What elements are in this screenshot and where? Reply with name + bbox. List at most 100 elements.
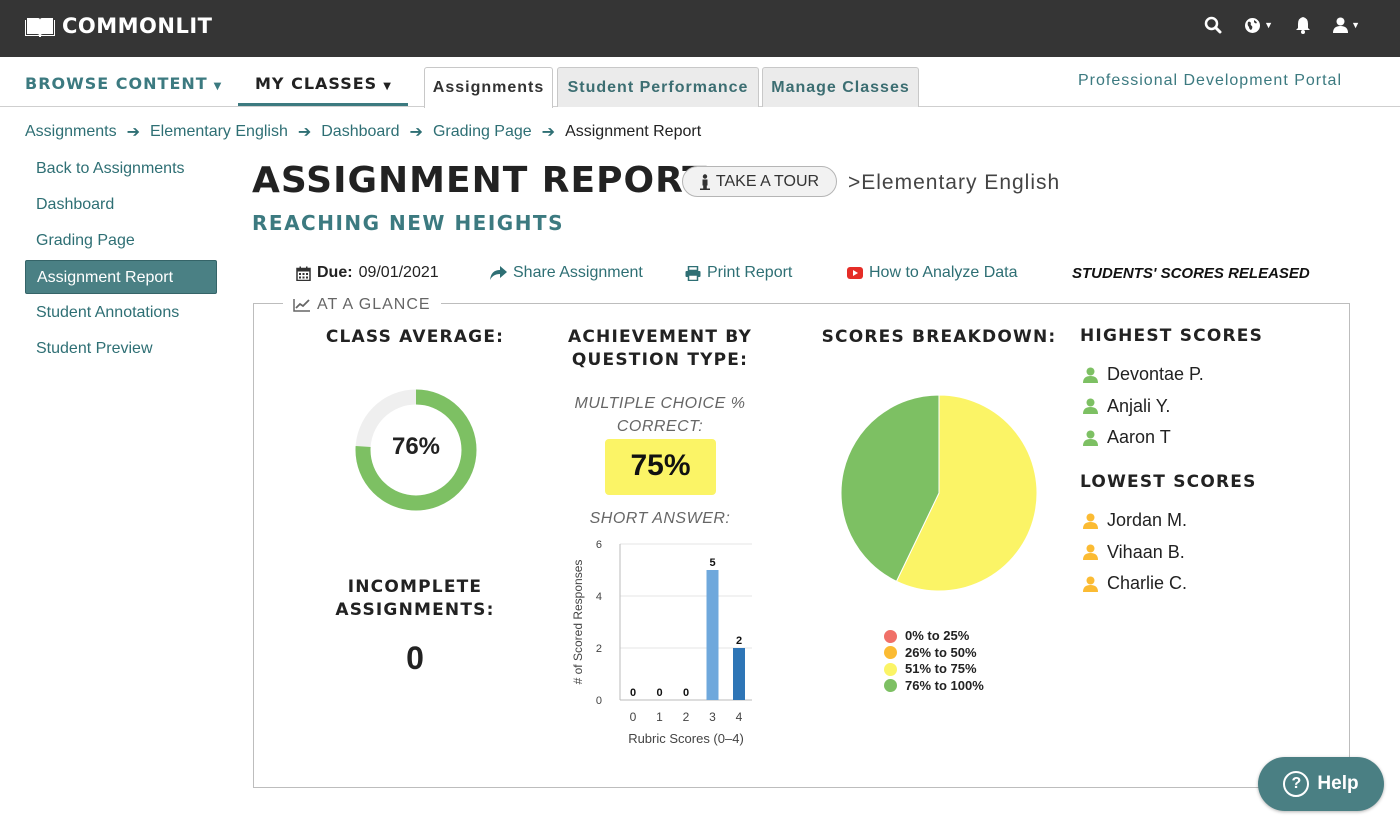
class-name: >Elementary English (848, 171, 1061, 194)
print-report-label: Print Report (707, 264, 793, 281)
legend-label: 0% to 25% (905, 628, 970, 643)
arrow-right-icon: ➔ (126, 124, 140, 141)
sidebar-item-assignment-report[interactable]: Assignment Report (25, 260, 217, 294)
sidebar-item-grading-page[interactable]: Grading Page (36, 232, 135, 249)
arrow-right-icon: ➔ (541, 124, 556, 141)
my-classes-menu[interactable]: MY CLASSES ▼ (238, 57, 408, 106)
question-icon: ? (1283, 771, 1310, 797)
data-label: 2 (736, 635, 742, 647)
highest-scores-list: Devontae P. Anjali Y. Aaron T (1083, 359, 1204, 454)
language-menu-button[interactable]: ▼ (1244, 17, 1273, 34)
sidebar-item-student-annotations[interactable]: Student Annotations (36, 304, 180, 321)
student-name[interactable]: Jordan M. (1107, 510, 1188, 531)
short-answer-bar-chart: 0 2 4 6 0 0 0 1 0 2 5 3 2 4 Rubric Scores (0–4) # of Sc… (571, 539, 752, 746)
legend-entry: 51% to 75% (884, 661, 984, 678)
list-item: Jordan M. (1083, 505, 1187, 537)
chevron-down-icon: ▼ (1264, 20, 1274, 30)
legend-label: 26% to 50% (905, 644, 977, 660)
class-average-donut (355, 389, 477, 511)
achievement-title-line-2: QUESTION TYPE: (571, 350, 749, 370)
y-tick-label: 6 (596, 539, 602, 551)
data-label: 5 (709, 557, 715, 569)
data-label: 0 (630, 687, 636, 699)
student-name[interactable]: Charlie C. (1107, 573, 1188, 594)
book-icon (25, 18, 55, 37)
pie-slice (840, 394, 940, 582)
scores-breakdown-title: SCORES BREAKDOWN: (821, 327, 1057, 347)
achievement-title: ACHIEVEMENT BY QUESTION TYPE: (548, 326, 772, 372)
y-tick-label: 2 (596, 643, 602, 655)
at-a-glance-legend: AT A GLANCE (283, 296, 441, 314)
assignment-title: REACHING NEW HEIGHTS (252, 211, 564, 235)
chevron-down-icon: ▼ (213, 81, 223, 92)
calendar-icon (296, 266, 311, 281)
legend-swatch (884, 629, 897, 643)
tab-assignments[interactable]: Assignments (424, 67, 553, 108)
arrow-right-icon: ➔ (297, 124, 312, 141)
person-icon (699, 173, 710, 190)
x-tick-label: 4 (736, 710, 743, 724)
share-icon (490, 266, 507, 280)
at-a-glance-label: AT A GLANCE (317, 296, 431, 313)
my-classes-label: MY CLASSES (255, 74, 378, 93)
x-tick-label: 2 (683, 710, 690, 724)
sidebar-item-student-preview[interactable]: Student Preview (36, 340, 153, 357)
breadcrumb-class[interactable]: Elementary English (150, 123, 288, 140)
student-name[interactable]: Devontae P. (1107, 364, 1204, 385)
tab-manage-classes[interactable]: Manage Classes (762, 67, 919, 107)
breadcrumb-dashboard[interactable]: Dashboard (321, 123, 400, 140)
user-icon (1083, 430, 1098, 446)
student-name[interactable]: Vihaan B. (1107, 541, 1185, 562)
bar (706, 570, 719, 700)
highest-scores-title: HIGHEST SCORES (1080, 326, 1264, 346)
breadcrumb-assignments[interactable]: Assignments (25, 123, 117, 140)
incomplete-assignments-title: INCOMPLETE ASSIGNMENTS: (305, 576, 525, 622)
globe-icon (1245, 17, 1261, 33)
print-report-link[interactable]: Print Report (685, 264, 792, 282)
y-tick-label: 4 (596, 591, 602, 603)
chevron-down-icon: ▼ (383, 81, 392, 92)
incomplete-assignments-value: 0 (406, 640, 424, 676)
multiple-choice-label: MULTIPLE CHOICE % CORRECT: (565, 392, 755, 438)
search-icon[interactable] (1204, 16, 1222, 34)
list-item: Charlie C. (1083, 568, 1187, 600)
top-bar: COMMONLIT ▼ ▼ (0, 0, 1400, 57)
help-button[interactable]: ? Help (1258, 757, 1384, 811)
user-icon (1083, 513, 1098, 529)
breadcrumb-grading-page[interactable]: Grading Page (432, 123, 532, 140)
legend-entry: 76% to 100% (884, 678, 984, 695)
data-label: 0 (656, 687, 662, 699)
achievement-title-line-1: ACHIEVEMENT BY (568, 327, 752, 347)
share-assignment-link[interactable]: Share Assignment (490, 264, 643, 282)
due-date-value: 09/01/2021 (358, 264, 439, 281)
student-name[interactable]: Anjali Y. (1107, 395, 1171, 416)
tab-student-performance[interactable]: Student Performance (557, 67, 759, 107)
user-menu-button[interactable]: ▼ (1333, 17, 1360, 33)
user-icon (1083, 398, 1098, 415)
browse-content-menu[interactable]: BROWSE CONTENT ▼ (25, 74, 222, 93)
bell-icon[interactable] (1295, 16, 1311, 34)
lowest-scores-title: LOWEST SCORES (1080, 472, 1257, 492)
list-item: Vihaan B. (1083, 537, 1187, 569)
sidebar-item-dashboard[interactable]: Dashboard (36, 196, 115, 213)
sidebar-item-back-to-assignments[interactable]: Back to Assignments (36, 160, 185, 177)
pie-legend: 0% to 25% 26% to 50% 51% to 75% 76% to 100% (884, 628, 984, 694)
legend-entry: 0% to 25% (884, 628, 984, 645)
help-label: Help (1317, 773, 1359, 794)
take-a-tour-button[interactable]: TAKE A TOUR (682, 166, 837, 197)
bar (733, 648, 745, 700)
student-name[interactable]: Aaron T (1107, 427, 1171, 448)
list-item: Anjali Y. (1083, 391, 1204, 423)
breadcrumb: Assignments ➔ Elementary English ➔ Dashb… (25, 122, 701, 142)
mc-label-line-2: CORRECT: (616, 418, 704, 435)
sidebar: Back to Assignments Dashboard Grading Pa… (25, 152, 217, 368)
main-nav: BROWSE CONTENT ▼ MY CLASSES ▼ Assignments … (0, 57, 1400, 108)
professional-development-link[interactable]: Professional Development Portal (1078, 72, 1343, 89)
multiple-choice-value: 75% (605, 439, 716, 495)
short-answer-label: SHORT ANSWER: (589, 510, 731, 527)
logo-text: COMMONLIT (62, 14, 213, 38)
donut-arc (355, 389, 477, 511)
how-to-analyze-data-link[interactable]: How to Analyze Data (847, 264, 1018, 282)
x-tick-label: 3 (709, 710, 716, 724)
commonlit-logo[interactable]: COMMONLIT (25, 14, 213, 38)
